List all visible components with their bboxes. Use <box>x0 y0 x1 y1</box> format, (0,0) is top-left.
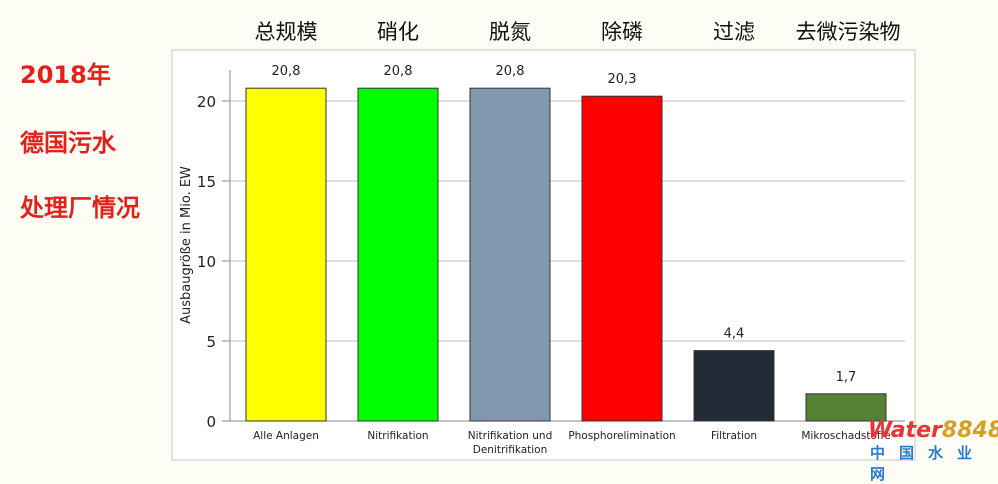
y-tick-label: 10 <box>197 253 216 271</box>
chinese-category-label: 总规模 <box>254 20 318 44</box>
x-tick-label: Mikroschadstoffe <box>801 430 890 442</box>
data-label: 20,8 <box>272 64 301 79</box>
x-tick-label: Filtration <box>711 430 757 442</box>
bar <box>693 350 775 422</box>
bar <box>357 87 439 422</box>
watermark-text: 中国水业网 <box>870 444 987 483</box>
bar <box>469 87 551 422</box>
x-tick-label: Nitrifikation und Denitrifikation <box>468 430 553 456</box>
bar <box>581 95 663 422</box>
x-tick-label: Alle Anlagen <box>253 430 319 442</box>
chinese-category-label: 硝化 <box>377 20 419 44</box>
y-tick-label: 20 <box>197 93 216 111</box>
chinese-category-label: 过滤 <box>713 20 755 44</box>
y-axis-label: Ausbaugröße in Mio. EW <box>179 166 194 324</box>
y-tick-label: 0 <box>206 413 216 431</box>
x-tick-label: Nitrifikation <box>367 430 428 442</box>
data-label: 1,7 <box>836 370 857 385</box>
bar <box>245 87 327 422</box>
watermark-logo: Water8848 <box>868 418 998 443</box>
x-tick-label: Phosphorelimination <box>568 430 675 442</box>
chinese-category-label: 脱氮 <box>489 20 531 44</box>
side-title-line: 处理厂情况 <box>20 194 140 222</box>
side-title-line: 德国污水 <box>20 129 116 157</box>
y-tick-label: 15 <box>197 173 216 191</box>
bar <box>805 393 887 422</box>
data-label: 20,8 <box>496 64 525 79</box>
data-label: 4,4 <box>724 327 745 342</box>
bar-chart: 0 5 10 15 20 Ausbaugröße in Mio. EW 20,8 Alle A… <box>171 49 916 461</box>
side-title-line: 2018年 <box>20 61 111 89</box>
y-tick-label: 5 <box>206 333 216 351</box>
data-label: 20,3 <box>608 72 637 87</box>
data-label: 20,8 <box>384 64 413 79</box>
chinese-category-label: 去微污染物 <box>795 20 901 44</box>
chinese-category-label: 除磷 <box>601 20 643 44</box>
